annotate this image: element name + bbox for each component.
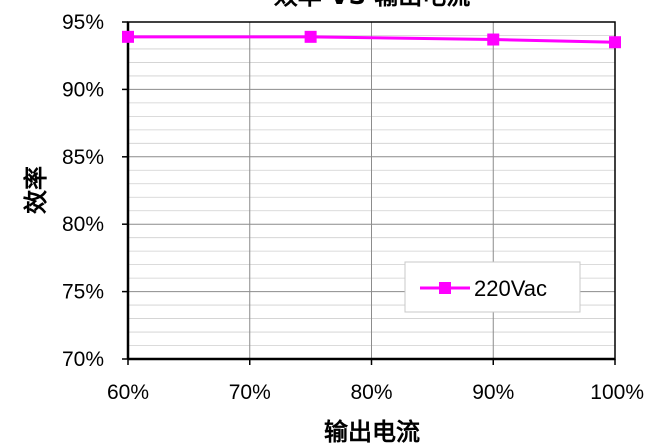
- series-line-220vac: [128, 35, 616, 44]
- x-tick-label: 60%: [107, 381, 149, 404]
- y-tick-label: 90%: [62, 78, 104, 101]
- x-tick-label: 80%: [350, 381, 392, 404]
- data-point-marker: [304, 30, 317, 43]
- data-point-marker: [487, 33, 500, 46]
- axes: [122, 21, 616, 365]
- y-tick-label: 95%: [62, 11, 104, 34]
- grid-lines: [128, 22, 615, 359]
- y-tick-label: 85%: [62, 146, 104, 169]
- tick-labels: 70%75%80%85%90%95%60% 70% 80% 90% 100%: [62, 11, 644, 404]
- y-tick-label: 70%: [62, 348, 104, 371]
- data-point-marker: [609, 36, 621, 49]
- legend-label: 220Vac: [474, 276, 547, 301]
- data-series: [122, 30, 621, 49]
- x-tick-label: 90%: [472, 381, 514, 404]
- y-tick-label: 80%: [62, 213, 104, 236]
- legend: 220Vac: [404, 261, 581, 313]
- x-tick-label: 70%: [229, 381, 271, 404]
- y-tick-label: 75%: [62, 281, 104, 304]
- data-point-marker: [122, 30, 134, 43]
- x-axis-title: 输出电流: [324, 418, 420, 446]
- x-tick-label: 100%: [590, 381, 644, 404]
- y-axis-title: 效率: [22, 166, 50, 214]
- chart-title: 效率 VS 输出电流: [274, 0, 471, 10]
- legend-marker: [439, 282, 451, 294]
